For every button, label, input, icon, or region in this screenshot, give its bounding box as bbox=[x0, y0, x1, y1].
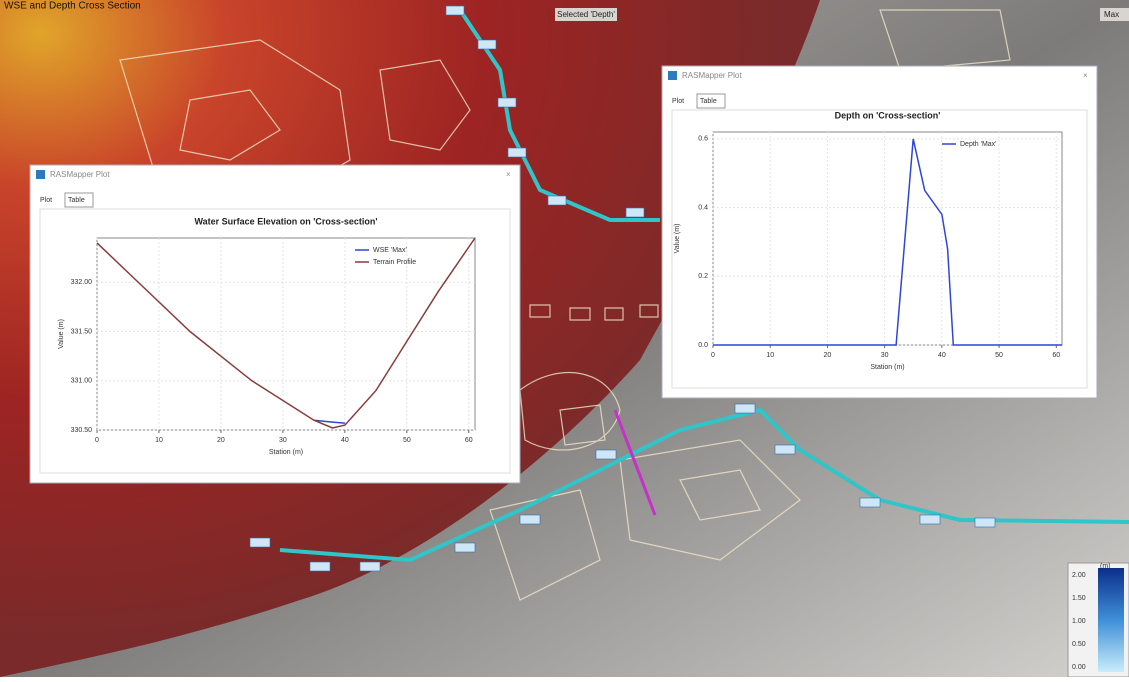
x-tick-label: 30 bbox=[279, 437, 287, 444]
x-tick-label: 0 bbox=[95, 437, 99, 444]
x-tick-label: 40 bbox=[341, 437, 349, 444]
chart-title: Water Surface Elevation on 'Cross-sectio… bbox=[195, 216, 378, 226]
plot-window: RASMapper Plot × Plot Table Depth on 'Cross-… bbox=[662, 66, 1097, 398]
x-tick-label: 10 bbox=[766, 352, 774, 359]
plot-area bbox=[713, 132, 1062, 345]
x-tick-label: 50 bbox=[995, 352, 1003, 359]
window-title: RASMapper Plot bbox=[50, 170, 110, 179]
legend-label: Depth 'Max' bbox=[960, 141, 997, 148]
x-tick-label: 0 bbox=[711, 352, 715, 359]
tab[interactable]: Table bbox=[700, 98, 717, 105]
legend-tick: 2.00 bbox=[1072, 572, 1086, 579]
page-title: WSE and Depth Cross Section bbox=[4, 1, 141, 12]
window-icon bbox=[36, 170, 45, 179]
x-tick-label: 60 bbox=[465, 437, 473, 444]
screen: WSE and Depth Cross Section Selected 'De… bbox=[0, 0, 1129, 677]
legend-unit: (m) bbox=[1100, 563, 1111, 570]
plot-area bbox=[97, 238, 475, 430]
y-tick-label: 330.50 bbox=[71, 427, 93, 434]
plot-window: RASMapper Plot × Plot Table Water Surface El… bbox=[30, 165, 520, 483]
close-button[interactable]: × bbox=[506, 170, 511, 179]
legend-label: WSE 'Max' bbox=[373, 247, 407, 254]
window-icon bbox=[668, 71, 677, 80]
y-tick-label: 332.00 bbox=[71, 279, 93, 286]
chart-title: Depth on 'Cross-section' bbox=[835, 110, 941, 120]
legend-tick: 0.00 bbox=[1072, 664, 1086, 671]
layer-name: Max bbox=[1104, 10, 1119, 19]
legend-tick: 1.00 bbox=[1072, 618, 1086, 625]
x-tick-label: 10 bbox=[155, 437, 163, 444]
tab[interactable]: Plot bbox=[672, 98, 684, 105]
y-tick-label: 0.0 bbox=[698, 342, 708, 349]
x-tick-label: 40 bbox=[938, 352, 946, 359]
tab[interactable]: Plot bbox=[40, 197, 52, 204]
x-axis-label: Station (m) bbox=[269, 449, 303, 456]
page: WSE and Depth Cross Section Selected 'De… bbox=[0, 0, 1129, 677]
y-tick-label: 0.2 bbox=[698, 273, 708, 280]
x-tick-label: 20 bbox=[217, 437, 225, 444]
x-tick-label: 50 bbox=[403, 437, 411, 444]
map-legend: (m) 2.00 1.50 1.00 0.50 0.00 bbox=[1068, 563, 1129, 677]
tab[interactable]: Table bbox=[68, 197, 85, 204]
x-tick-label: 60 bbox=[1052, 352, 1060, 359]
y-tick-label: 0.6 bbox=[698, 136, 708, 143]
selected-layer: Selected 'Depth' bbox=[557, 10, 615, 19]
y-tick-label: 331.00 bbox=[71, 378, 93, 385]
y-tick-label: 331.50 bbox=[71, 328, 93, 335]
close-button[interactable]: × bbox=[1083, 71, 1088, 80]
legend-tick: 0.50 bbox=[1072, 641, 1086, 648]
x-tick-label: 30 bbox=[881, 352, 889, 359]
legend-tick: 1.50 bbox=[1072, 595, 1086, 602]
y-tick-label: 0.4 bbox=[698, 204, 708, 211]
window-title: RASMapper Plot bbox=[682, 71, 742, 80]
y-axis-label: Value (m) bbox=[674, 224, 681, 254]
x-tick-label: 20 bbox=[824, 352, 832, 359]
legend-label: Terrain Profile bbox=[373, 259, 416, 266]
x-axis-label: Station (m) bbox=[870, 364, 904, 371]
y-axis-label: Value (m) bbox=[58, 319, 65, 349]
